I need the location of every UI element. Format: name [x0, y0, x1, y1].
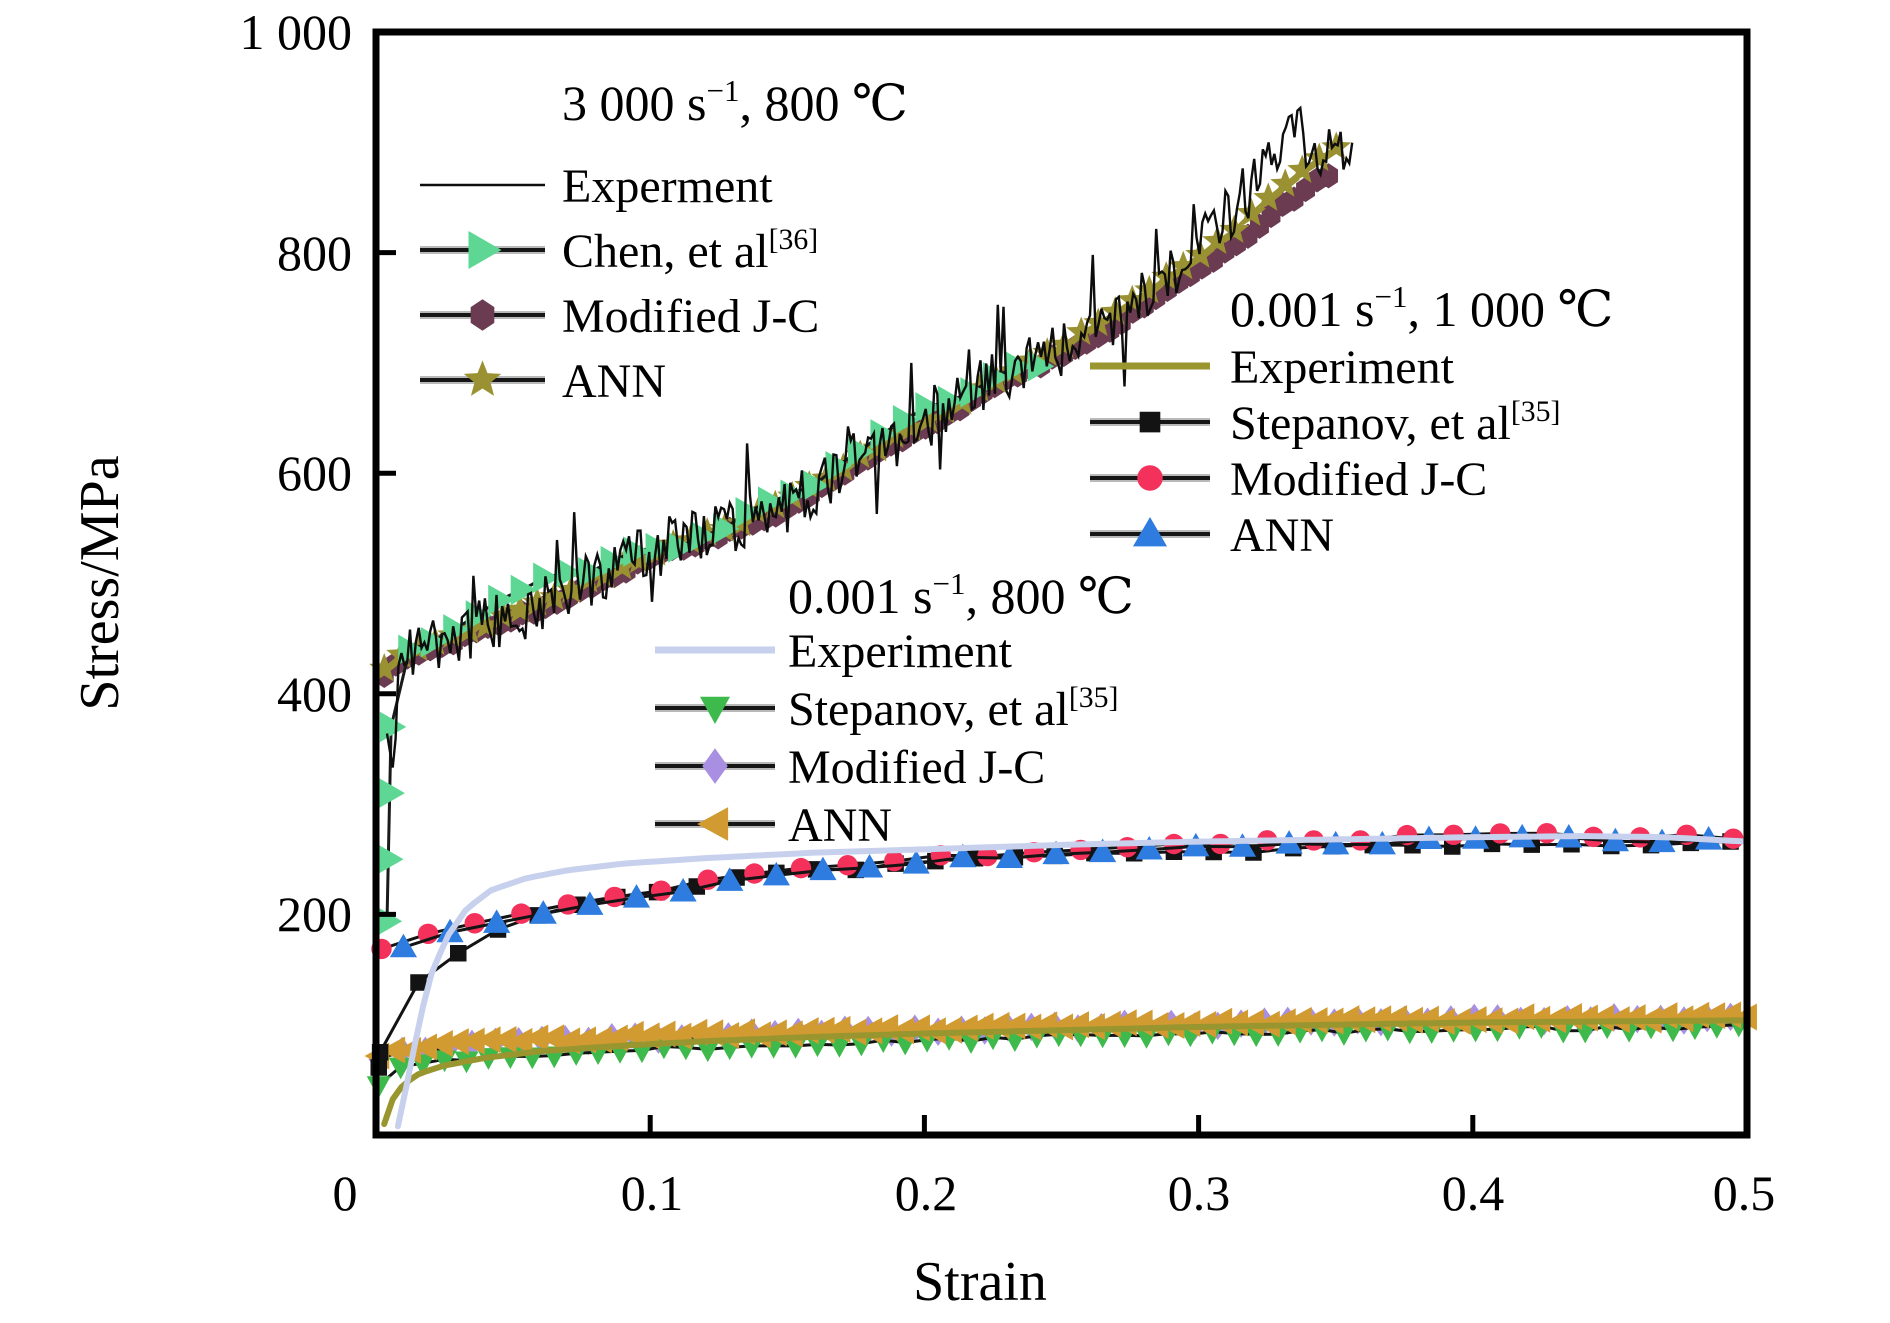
- y-tick-label-400: 400: [277, 666, 352, 722]
- exp_3000-curve: [385, 105, 1354, 768]
- legend-1-item-2-circle-marker-icon: [1137, 465, 1163, 491]
- series-exp_1000: [381, 1017, 1750, 1127]
- legend-2-item-3-label: ANN: [788, 799, 892, 852]
- legend-2-item-1-tri-down-marker-icon: [700, 696, 730, 724]
- series-exp_3000: [385, 105, 1354, 768]
- legend-2-item-2-label: Modified J-C: [788, 741, 1045, 794]
- legend-0-item-1-tri-right-marker-icon: [468, 231, 502, 269]
- legend-1-item-3-label: ANN: [1230, 509, 1334, 562]
- y-tick-label-200: 200: [277, 886, 352, 942]
- legend-0-item-3-star-marker-icon: [463, 360, 502, 396]
- exp_800-curve: [394, 833, 1750, 1130]
- x-tick-label-0.4: 0.4: [1442, 1165, 1505, 1221]
- legend-1-item-0: Experiment: [1090, 341, 1455, 394]
- legend-2-item-2-diamond-marker-icon: [702, 748, 728, 784]
- series-exp_800: [394, 833, 1750, 1130]
- legend-2-item-3-tri-left-marker-icon: [697, 807, 729, 841]
- legend-0-title: 3 000 s−1, 800 ℃: [562, 73, 908, 131]
- legend-group-0: 3 000 s−1, 800 ℃ Experment Chen, et al[36]…: [420, 73, 908, 408]
- legend-1-title: 0.001 s−1, 1 000 ℃: [1230, 279, 1613, 337]
- legend-1-item-2-label: Modified J-C: [1230, 453, 1487, 506]
- legend-2-item-3: ANN: [655, 799, 892, 852]
- exp_1000-curve: [381, 1017, 1750, 1127]
- plot-frame: [372, 28, 1751, 1139]
- legend-0-item-2: Modified J-C: [420, 290, 819, 343]
- legend-0-item-1: Chen, et al[36]: [420, 223, 818, 278]
- legend-0-item-3: ANN: [420, 355, 666, 408]
- legend-1-item-1: Stepanov, et al[35]: [1090, 395, 1560, 450]
- y-tick-label-800: 800: [277, 225, 352, 281]
- legend-2-title: 0.001 s−1, 800 ℃: [788, 566, 1134, 624]
- legend-0-item-0-label: Experment: [562, 160, 773, 213]
- legend-0-item-1-label: Chen, et al[36]: [562, 223, 818, 278]
- legend-1-item-3-tri-up-marker-icon: [1133, 517, 1167, 547]
- x-tick-label-0.2: 0.2: [895, 1165, 958, 1221]
- legend-0-item-2-label: Modified J-C: [562, 290, 819, 343]
- legend-1-item-1-label: Stepanov, et al[35]: [1230, 395, 1560, 450]
- legend-0-item-3-label: ANN: [562, 355, 666, 408]
- legend-2-item-1-label: Stepanov, et al[35]: [788, 681, 1118, 736]
- y-tick-label-1000: 1 000: [240, 4, 353, 60]
- legend-2-item-0: Experiment: [655, 625, 1013, 678]
- legends-layer: 3 000 s−1, 800 ℃ Experment Chen, et al[36]…: [420, 73, 1613, 852]
- x-tick-label-0: 0: [333, 1165, 358, 1221]
- legend-2-item-0-label: Experiment: [788, 625, 1013, 678]
- legend-1-item-1-square-marker-icon: [1139, 411, 1161, 433]
- ann_800-markers: [364, 1001, 1757, 1070]
- legend-1-item-3: ANN: [1090, 509, 1334, 562]
- y-axis-title: Stress/MPa: [69, 455, 131, 710]
- x-tick-label-0.3: 0.3: [1168, 1165, 1231, 1221]
- legend-1-item-0-label: Experiment: [1230, 341, 1455, 394]
- series-ann_800: [364, 1001, 1757, 1070]
- x-tick-label-0.5: 0.5: [1713, 1165, 1776, 1221]
- legend-1-item-2: Modified J-C: [1090, 453, 1487, 506]
- x-axis-title: Strain: [913, 1251, 1047, 1313]
- legend-2-item-1: Stepanov, et al[35]: [655, 681, 1118, 736]
- axis-ticks: [376, 250, 1476, 1135]
- legend-0-item-0: Experment: [420, 160, 773, 213]
- legend-0-item-2-hex-marker-icon: [470, 299, 495, 331]
- legend-2-item-2: Modified J-C: [655, 741, 1045, 794]
- ann_1000-markers: [389, 823, 1723, 958]
- series-layer: [364, 105, 1757, 1130]
- x-tick-label-0.1: 0.1: [621, 1165, 684, 1221]
- y-tick-label-600: 600: [277, 445, 352, 501]
